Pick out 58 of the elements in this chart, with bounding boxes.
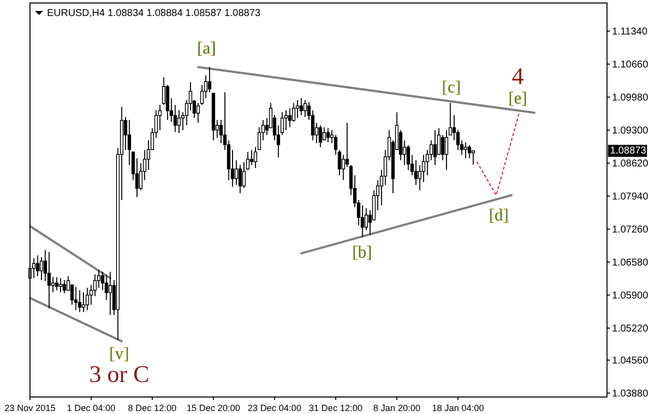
candlestick bbox=[311, 110, 314, 141]
x-tick-label: 23 Nov 2015 bbox=[4, 403, 56, 413]
y-tick-label: 1.07260 bbox=[612, 224, 648, 236]
candlestick bbox=[86, 287, 90, 311]
x-tick-label: 31 Dec 12:00 bbox=[308, 403, 362, 413]
annotation: 4 bbox=[512, 64, 524, 90]
x-tick-label: 8 Dec 12:00 bbox=[128, 403, 177, 413]
candlestick bbox=[444, 130, 448, 170]
candlestick bbox=[74, 286, 78, 311]
x-tick-label: 18 Jan 04:00 bbox=[432, 403, 484, 413]
annotation: 1.08873 bbox=[610, 145, 647, 156]
x-tick-label: 23 Dec 04:00 bbox=[248, 403, 302, 413]
annotation: [b] bbox=[352, 242, 372, 262]
candlestick bbox=[300, 98, 304, 116]
y-tick-label: 1.05900 bbox=[612, 290, 648, 302]
y-tick-label: 1.09300 bbox=[612, 126, 648, 137]
candlestick bbox=[234, 160, 238, 186]
candlestick bbox=[158, 104, 162, 131]
y-tick-label: 1.09980 bbox=[612, 92, 648, 104]
annotation: [v] bbox=[109, 344, 130, 364]
annotation: 3 or C bbox=[89, 362, 150, 388]
candlestick bbox=[174, 104, 177, 133]
y-tick-label: 1.07940 bbox=[612, 192, 648, 203]
candlestick bbox=[414, 160, 418, 186]
annotation: [a] bbox=[197, 38, 216, 58]
annotation: [c] bbox=[442, 77, 461, 96]
candlestick bbox=[47, 251, 51, 309]
candlestick bbox=[284, 110, 288, 131]
candlestick bbox=[177, 110, 181, 134]
annotation: [e] bbox=[508, 88, 528, 108]
x-tick-label: 15 Dec 20:00 bbox=[186, 403, 240, 413]
x-tick-label: 1 Dec 04:00 bbox=[66, 403, 116, 413]
candlestick bbox=[78, 290, 82, 313]
y-tick-label: 1.05220 bbox=[612, 324, 648, 335]
y-tick-label: 1.10660 bbox=[612, 60, 648, 71]
candlestick bbox=[342, 154, 346, 181]
candlestick bbox=[44, 249, 47, 282]
candlestick bbox=[108, 271, 112, 316]
candlestick bbox=[322, 126, 326, 140]
candlestick bbox=[93, 274, 97, 297]
candlestick bbox=[89, 284, 93, 306]
y-tick-label: 1.08620 bbox=[612, 158, 648, 170]
candlestick bbox=[97, 269, 100, 288]
candlestick bbox=[418, 164, 422, 191]
candlestick bbox=[32, 258, 36, 279]
text: EURUSD,H4 1.08834 1.08884 1.08587 1.08873 bbox=[47, 8, 261, 19]
candlestick bbox=[36, 254, 40, 277]
y-tick-label: 1.04560 bbox=[612, 356, 648, 367]
x-tick-label: 8 Jan 20:00 bbox=[373, 403, 420, 413]
candlestick bbox=[422, 154, 426, 183]
y-tick-label: 1.06580 bbox=[612, 258, 648, 269]
annotation: [d] bbox=[488, 206, 509, 225]
candlestick bbox=[104, 274, 108, 300]
y-tick-label: 1.11340 bbox=[612, 26, 648, 38]
candlestick bbox=[360, 204, 364, 238]
y-tick-label: 1.03880 bbox=[612, 388, 648, 400]
candlestick bbox=[326, 128, 330, 143]
candlestick bbox=[452, 114, 456, 141]
